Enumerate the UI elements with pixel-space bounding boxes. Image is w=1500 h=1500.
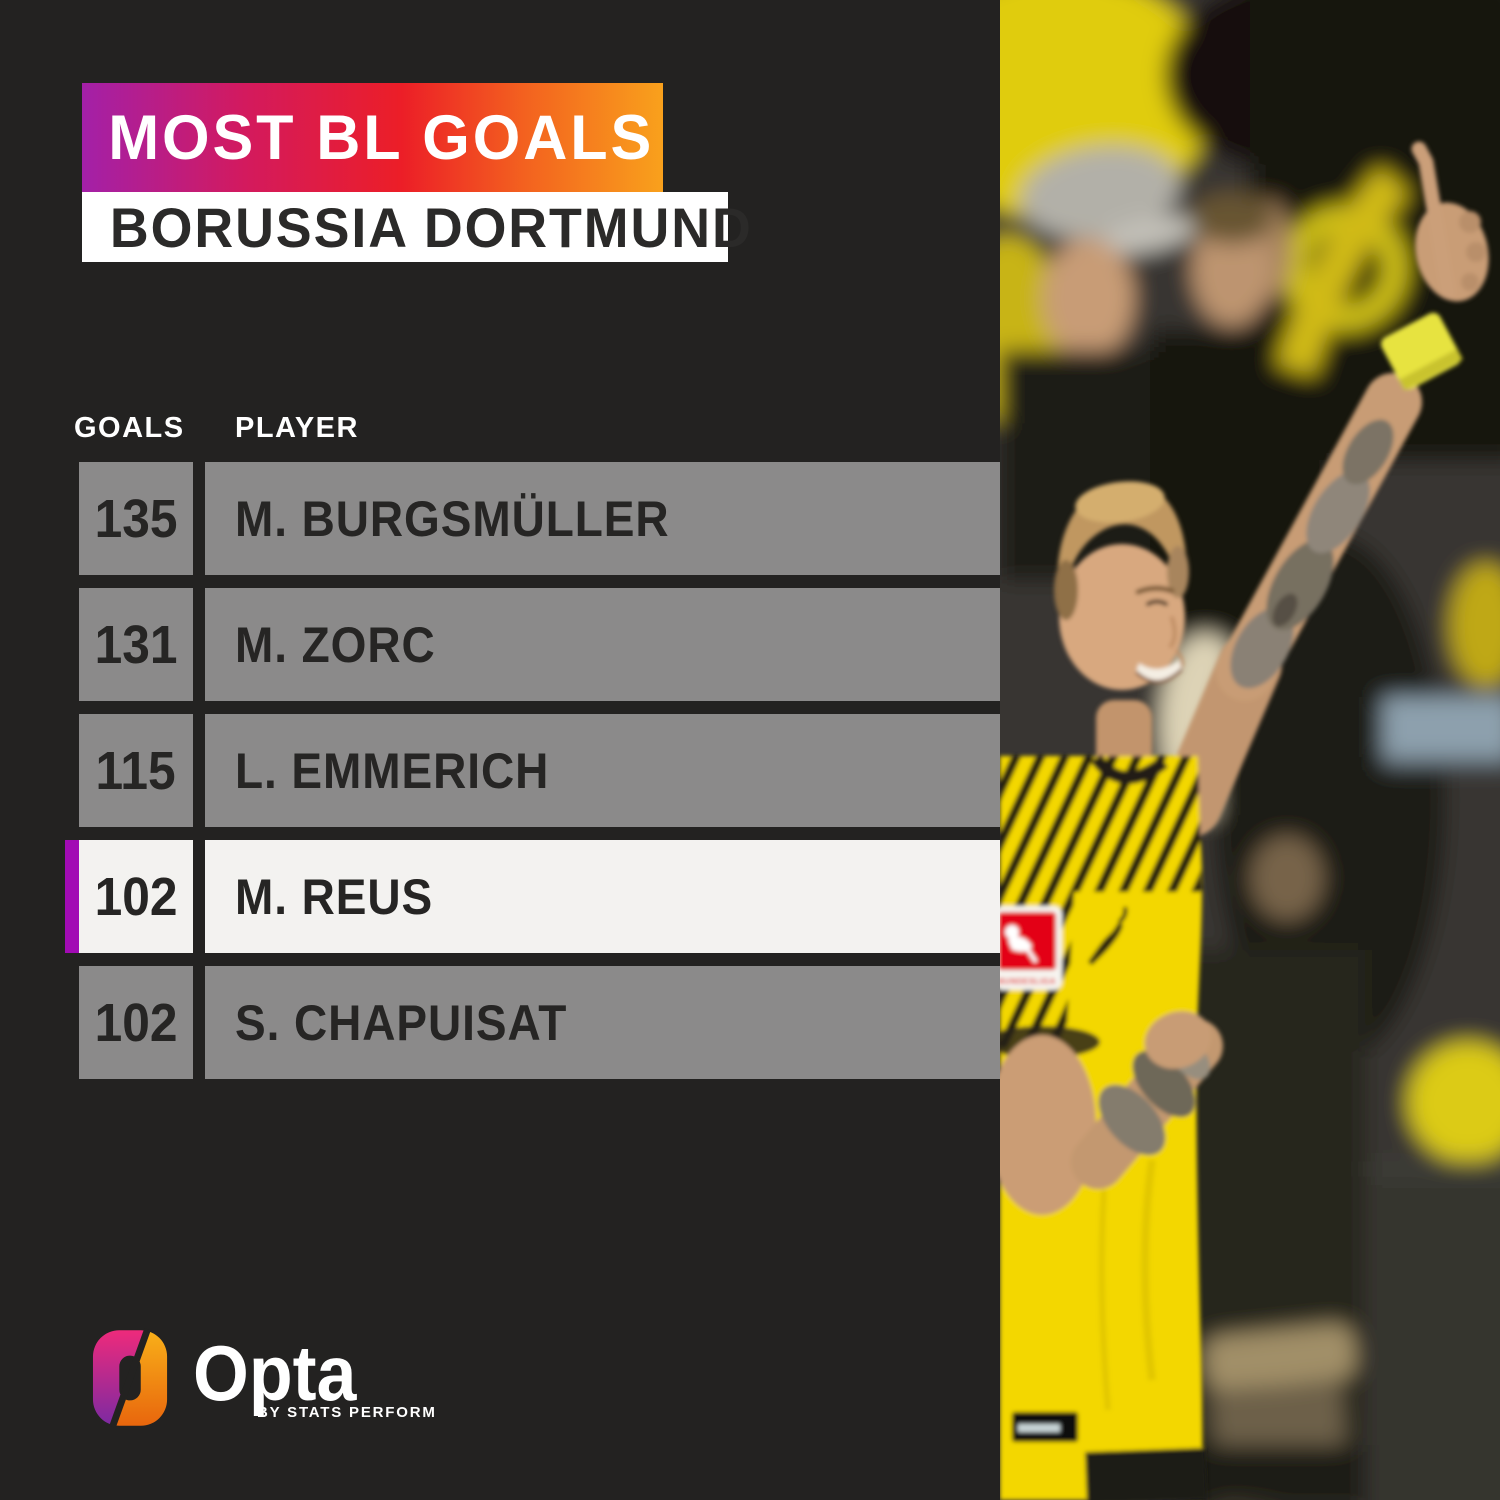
svg-text:BUNDESLIGA: BUNDESLIGA bbox=[1000, 977, 1056, 986]
player-cell: L. EMMERICH bbox=[205, 714, 1000, 827]
player-name: M. BURGSMÜLLER bbox=[235, 490, 670, 547]
goals-value: 135 bbox=[94, 488, 178, 549]
goals-cell: 102 bbox=[79, 966, 193, 1079]
opta-byline: BY STATS PERFORM bbox=[257, 1404, 437, 1421]
jersey-hem-label bbox=[1012, 1412, 1078, 1442]
player-cell: S. CHAPUISAT bbox=[205, 966, 1000, 1079]
goals-cell: 131 bbox=[79, 588, 193, 701]
goals-value: 131 bbox=[94, 614, 178, 675]
player-cell: M. REUS bbox=[205, 840, 1000, 953]
pointing-hand bbox=[1411, 141, 1489, 302]
column-header-goals: GOALS bbox=[74, 412, 185, 444]
goals-cell: 115 bbox=[79, 714, 193, 827]
goals-cell: 135 bbox=[79, 462, 193, 575]
player-head bbox=[1054, 481, 1189, 790]
highlight-accent-bar bbox=[65, 840, 79, 953]
arm-on-chest bbox=[1000, 1011, 1223, 1215]
player-name: M. ZORC bbox=[235, 616, 436, 673]
page-title: MOST BL GOALS bbox=[108, 102, 655, 173]
subtitle-banner: BORUSSIA DORTMUND bbox=[82, 192, 751, 262]
goals-cell: 102 bbox=[65, 840, 193, 953]
black-shorts bbox=[1085, 1447, 1207, 1500]
column-header-player: PLAYER bbox=[235, 412, 359, 444]
player-name: M. REUS bbox=[235, 868, 434, 925]
team-subtitle: BORUSSIA DORTMUND bbox=[109, 195, 753, 259]
bundesliga-patch-icon: BUNDESLIGA bbox=[1000, 906, 1062, 990]
goals-value: 115 bbox=[95, 740, 177, 801]
jersey-collar bbox=[1090, 754, 1169, 784]
stats-table: 135 M. BURGSMÜLLER 131 M. ZORC 115 L. EM… bbox=[65, 462, 1000, 1079]
player-photo-illustration: BUNDESLIGA bbox=[1000, 0, 1500, 1500]
opta-ring-icon bbox=[92, 1328, 168, 1428]
title-banner: MOST BL GOALS bbox=[82, 83, 663, 192]
goals-value: 102 bbox=[94, 866, 178, 927]
raised-arm bbox=[1158, 141, 1489, 837]
player-cell: M. BURGSMÜLLER bbox=[205, 462, 1000, 575]
yellow-wristband bbox=[1381, 312, 1463, 391]
player-name: S. CHAPUISAT bbox=[235, 994, 568, 1051]
player-figure: BUNDESLIGA bbox=[1000, 141, 1489, 1500]
puma-logo-icon bbox=[1088, 906, 1128, 965]
goals-value: 102 bbox=[94, 992, 178, 1053]
player-cell: M. ZORC bbox=[205, 588, 1000, 701]
player-name: L. EMMERICH bbox=[235, 742, 550, 799]
player-photo: BUNDESLIGA bbox=[1000, 0, 1500, 1500]
opta-wordmark: Opta bbox=[193, 1329, 357, 1417]
